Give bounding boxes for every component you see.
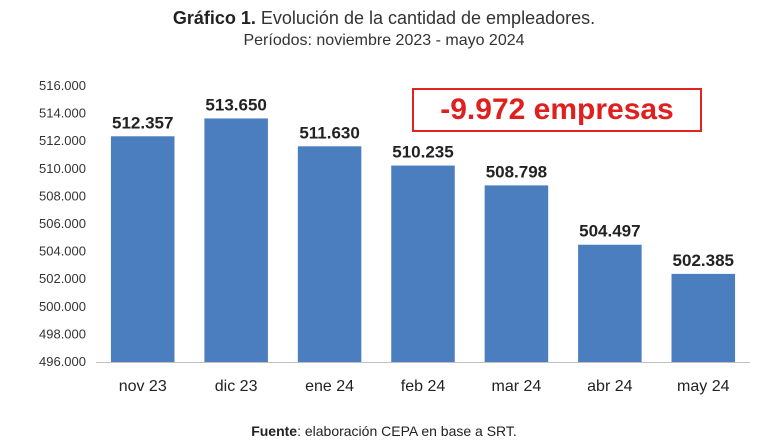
x-tick-label: may 24 xyxy=(677,378,730,395)
chart-title-number: Gráfico 1. xyxy=(172,8,256,28)
data-label: 511.630 xyxy=(299,123,360,142)
x-tick-label: abr 24 xyxy=(587,378,632,395)
bar xyxy=(297,146,362,362)
chart-header: Gráfico 1. Evolución de la cantidad de e… xyxy=(0,6,768,52)
data-label: 502.385 xyxy=(673,251,734,270)
data-label: 510.235 xyxy=(392,143,453,162)
y-tick-label: 512.000 xyxy=(39,133,86,148)
source-note: Fuente: elaboración CEPA en base a SRT. xyxy=(0,423,768,439)
source-label: Fuente xyxy=(251,423,298,439)
data-label: 508.798 xyxy=(486,162,547,181)
y-tick-label: 516.000 xyxy=(39,78,86,93)
chart-subtitle: Períodos: noviembre 2023 - mayo 2024 xyxy=(243,32,525,49)
x-tick-label: mar 24 xyxy=(492,378,542,395)
y-tick-label: 496.000 xyxy=(39,354,86,369)
data-label: 512.357 xyxy=(112,113,173,132)
x-tick-label: nov 23 xyxy=(119,378,167,395)
y-tick-label: 500.000 xyxy=(39,299,86,314)
bar xyxy=(110,136,175,362)
data-label: 504.497 xyxy=(579,222,640,241)
y-tick-label: 514.000 xyxy=(39,106,86,121)
chart-title: Gráfico 1. Evolución de la cantidad de e… xyxy=(0,6,768,30)
y-tick-label: 508.000 xyxy=(39,188,86,203)
x-tick-label: dic 23 xyxy=(215,378,258,395)
y-tick-label: 502.000 xyxy=(39,271,86,286)
bar xyxy=(391,165,455,362)
chart-title-text: Evolución de la cantidad de empleadores. xyxy=(255,8,596,28)
annotation-callout: -9.972 empresas xyxy=(412,88,702,132)
x-tick-label: ene 24 xyxy=(305,378,354,395)
data-label: 513.650 xyxy=(205,95,266,114)
x-tick-label: feb 24 xyxy=(401,378,446,395)
y-tick-label: 510.000 xyxy=(39,161,86,176)
y-tick-label: 504.000 xyxy=(39,244,86,259)
bar xyxy=(671,273,736,362)
bar xyxy=(578,244,642,362)
source-text: : elaboración CEPA en base a SRT. xyxy=(297,423,517,439)
y-tick-label: 506.000 xyxy=(39,216,86,231)
bar xyxy=(204,118,268,363)
y-tick-label: 498.000 xyxy=(39,326,86,341)
bar xyxy=(484,185,549,362)
